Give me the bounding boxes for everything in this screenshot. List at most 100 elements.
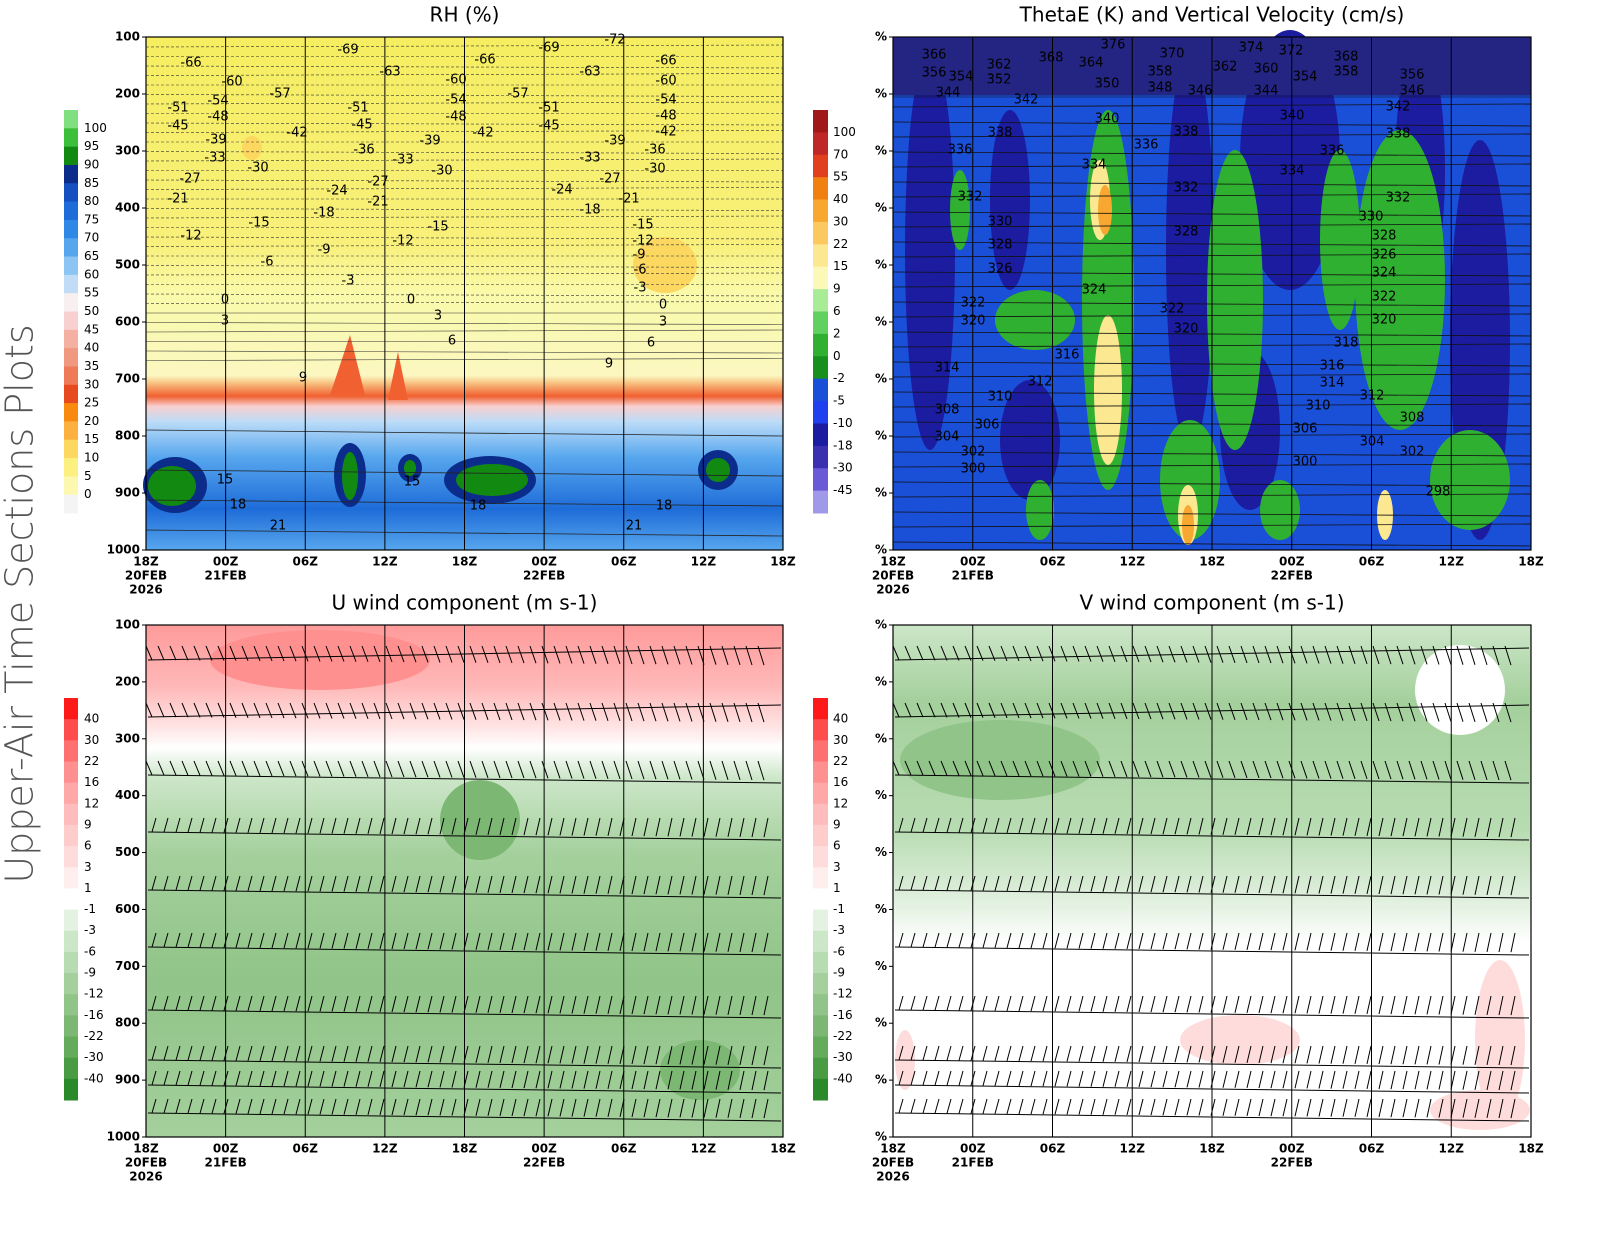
barb-tick xyxy=(751,1098,757,1119)
barb-tick xyxy=(583,995,589,1014)
barb-tick xyxy=(151,875,157,891)
colorbar-label: 100 xyxy=(833,125,856,139)
barb-tick xyxy=(655,995,661,1015)
contour-label: 348 xyxy=(1148,81,1173,96)
barb-tick xyxy=(940,645,948,661)
x-tick-label: 12Z xyxy=(1439,555,1465,569)
barb-tick xyxy=(1396,760,1404,780)
contour-line xyxy=(145,187,784,190)
colorbar-label: 6 xyxy=(833,304,841,318)
barb-tick xyxy=(451,1070,457,1088)
barb-tick xyxy=(1168,702,1176,720)
barb-tick xyxy=(1294,817,1300,836)
contour-line xyxy=(145,244,784,247)
barb-tick xyxy=(1192,702,1200,720)
barb-tick xyxy=(289,702,297,719)
barb-tick xyxy=(403,875,409,893)
y-tick-label: % xyxy=(875,902,887,916)
barb-tick xyxy=(1222,875,1228,893)
barb-tick xyxy=(739,995,745,1016)
barb-tick xyxy=(1246,995,1252,1014)
barb-tick xyxy=(1054,1098,1060,1115)
barb-tick xyxy=(295,817,301,834)
x-tick-label: 06Z xyxy=(1040,1142,1066,1156)
barb-tick xyxy=(1384,760,1392,780)
barb-tick xyxy=(451,932,457,950)
barb-tick xyxy=(1258,1070,1264,1089)
barb-tick xyxy=(1414,817,1420,837)
barb-tick xyxy=(1258,1045,1264,1064)
barb-tick xyxy=(241,702,249,718)
barb-tick xyxy=(1060,702,1068,719)
barb-tick xyxy=(1354,817,1360,836)
contour-label: -18 xyxy=(579,203,600,218)
side-title: Upper-Air Time Sections Plots xyxy=(0,324,42,883)
barb-tick xyxy=(1294,1098,1300,1117)
colorbar-label: -30 xyxy=(84,1050,104,1064)
barb-tick xyxy=(1468,645,1476,665)
barb-tick xyxy=(1252,702,1260,721)
barb-tick xyxy=(751,1045,757,1066)
barb-tick xyxy=(625,702,633,722)
x-date-label: 20FEB xyxy=(125,1156,167,1170)
barb-tick xyxy=(583,1098,589,1117)
barb-tick xyxy=(595,817,601,836)
contour-label: 9 xyxy=(605,357,613,372)
barb-tick xyxy=(1162,995,1168,1013)
barb-tick xyxy=(1186,1098,1192,1116)
y-tick-label: 800 xyxy=(115,429,140,443)
barb-tick xyxy=(922,817,928,833)
colorbar-label: 100 xyxy=(84,121,107,135)
barb-tick xyxy=(934,875,940,891)
barb-tick xyxy=(1240,702,1248,721)
colorbar-label: -18 xyxy=(833,438,853,452)
barb-tick xyxy=(958,932,964,948)
contour-label: 338 xyxy=(1386,127,1411,142)
barb-tick xyxy=(1054,1070,1060,1087)
barb-tick xyxy=(1342,1070,1348,1089)
barb-tick xyxy=(1228,645,1236,663)
colorbar-swatch xyxy=(813,333,828,357)
barb-tick xyxy=(1300,760,1308,779)
y-tick-label: 1000 xyxy=(107,543,140,557)
contour-label: 18 xyxy=(230,498,247,513)
barb-tick xyxy=(1414,875,1420,895)
y-tick-label: % xyxy=(875,315,887,329)
barb-tick xyxy=(1474,995,1480,1015)
barb-tick xyxy=(415,932,421,950)
barb-tick xyxy=(1456,702,1464,722)
colorbar-swatch xyxy=(64,403,78,422)
barb-tick xyxy=(637,760,645,780)
barb-tick xyxy=(589,702,597,721)
barb-tick xyxy=(1174,932,1180,950)
contour-label: -6 xyxy=(634,263,647,278)
barb-tick xyxy=(247,995,253,1011)
y-tick-label: % xyxy=(875,30,887,44)
barb-tick xyxy=(1144,645,1152,663)
barb-tick xyxy=(751,817,757,838)
barb-tick xyxy=(295,932,301,949)
barb-tick xyxy=(1432,760,1440,780)
barb-tick xyxy=(637,645,645,665)
barb-tick xyxy=(655,875,661,895)
colorbar-swatch xyxy=(813,311,828,335)
barb-tick xyxy=(1342,817,1348,836)
barb-tick xyxy=(1306,1070,1312,1089)
y-tick-label: 700 xyxy=(115,372,140,386)
barb-tick xyxy=(325,702,333,719)
colorbar-swatch xyxy=(64,348,78,367)
contour-line xyxy=(145,215,784,219)
y-tick-label: 600 xyxy=(115,902,140,916)
contour-label: 354 xyxy=(949,70,974,85)
colorbar-label: 9 xyxy=(833,817,841,831)
contour-label: -24 xyxy=(551,183,572,198)
barb-tick xyxy=(607,932,613,951)
barb-tick xyxy=(1096,645,1104,662)
barb-tick xyxy=(892,760,900,776)
barb-tick xyxy=(1258,875,1264,894)
barb-tick xyxy=(163,1070,169,1086)
colorbar-label: -40 xyxy=(833,1071,853,1085)
colorbar-label: 12 xyxy=(84,796,99,810)
barb-tick xyxy=(235,995,241,1011)
contour-label: 332 xyxy=(958,190,983,205)
